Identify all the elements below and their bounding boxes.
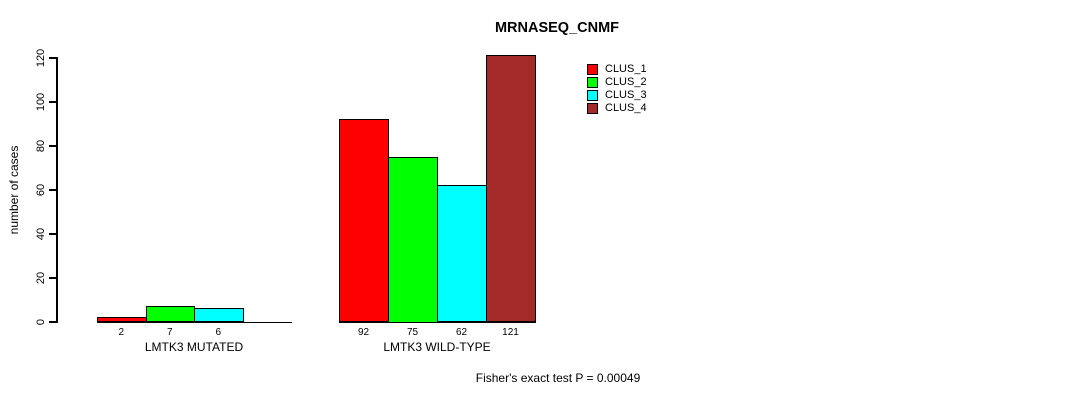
bar-count-label: 7 bbox=[166, 327, 173, 338]
bar-count-label: 6 bbox=[215, 327, 222, 338]
bar bbox=[486, 55, 536, 323]
bar-count-label: 121 bbox=[502, 327, 519, 338]
bar-count-label: 62 bbox=[455, 327, 468, 338]
annotation-text: Fisher's exact test P = 0.00049 bbox=[475, 371, 641, 385]
bar-count-label: 2 bbox=[118, 327, 125, 338]
bar bbox=[97, 317, 147, 323]
legend-swatch bbox=[587, 76, 598, 88]
legend-label: CLUS_1 bbox=[605, 63, 647, 75]
y-tick-label: 0 bbox=[34, 318, 47, 326]
bar bbox=[194, 308, 244, 323]
y-tick bbox=[49, 57, 56, 59]
legend-swatch bbox=[587, 102, 598, 114]
bar bbox=[437, 185, 487, 323]
y-tick-label: 40 bbox=[34, 227, 47, 241]
bar bbox=[339, 119, 389, 323]
y-tick-label: 80 bbox=[34, 139, 47, 153]
y-tick bbox=[49, 101, 56, 103]
bar-count-label: 75 bbox=[406, 327, 419, 338]
legend-swatch bbox=[587, 89, 598, 101]
legend-label: CLUS_2 bbox=[605, 75, 647, 88]
bar bbox=[145, 306, 195, 323]
bar-count-label: 92 bbox=[357, 327, 370, 338]
y-tick bbox=[49, 233, 56, 235]
y-tick-label: 100 bbox=[34, 92, 47, 112]
y-tick-label: 20 bbox=[34, 271, 47, 285]
chart-title: MRNASEQ_CNMF bbox=[494, 20, 620, 36]
legend-label: CLUS_3 bbox=[605, 88, 647, 101]
y-tick bbox=[49, 145, 56, 147]
y-axis bbox=[56, 57, 58, 323]
group-label-lmtk3-wild-type: LMTK3 WILD-TYPE bbox=[383, 340, 491, 354]
y-axis-label: number of cases bbox=[7, 145, 21, 235]
legend-swatch bbox=[587, 64, 598, 75]
y-tick bbox=[49, 277, 56, 279]
y-tick-label: 60 bbox=[34, 183, 47, 197]
y-tick bbox=[49, 189, 56, 191]
bar bbox=[388, 156, 438, 323]
group-label-lmtk3-mutated: LMTK3 MUTATED bbox=[144, 340, 244, 354]
y-tick bbox=[49, 321, 56, 323]
legend-label: CLUS_4 bbox=[605, 101, 647, 114]
y-tick-label: 120 bbox=[34, 48, 47, 68]
